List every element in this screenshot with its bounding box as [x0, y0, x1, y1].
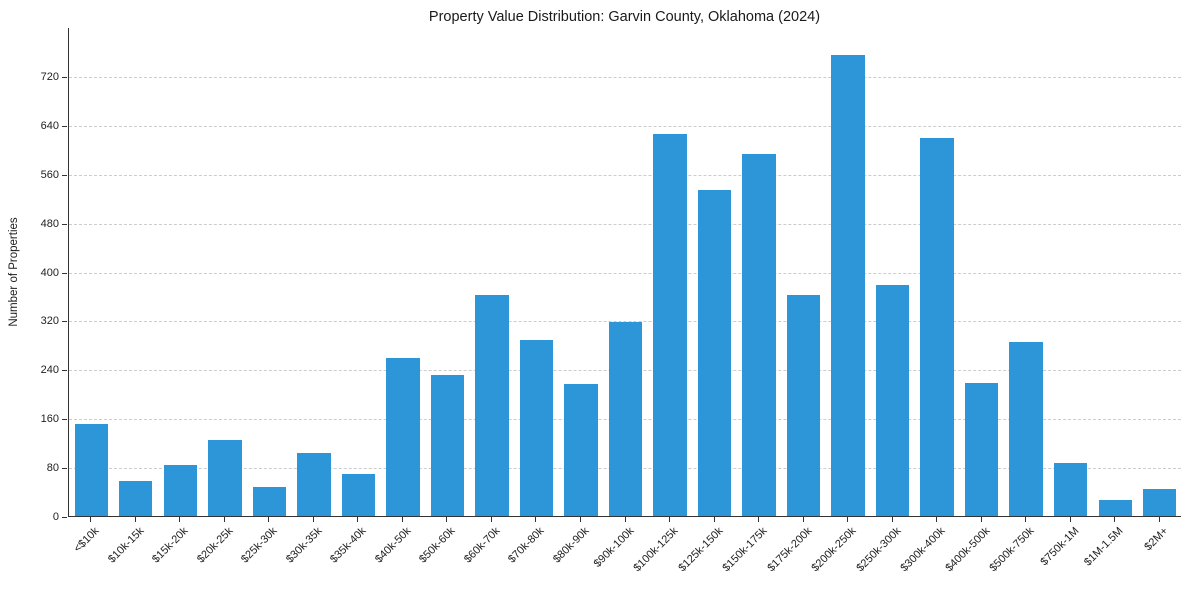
- x-tick-mark: [223, 517, 225, 522]
- x-tick-mark: [758, 517, 760, 522]
- y-tick-label: 80: [46, 462, 59, 475]
- y-tick-mark: [62, 125, 67, 127]
- y-tick-mark: [62, 321, 67, 323]
- x-tick-mark: [1069, 517, 1071, 522]
- y-tick-label: 400: [40, 266, 59, 279]
- bar-$1M-1.5M: [1098, 499, 1132, 516]
- bar-$80k-90k: [564, 383, 598, 516]
- gridline: [69, 321, 1181, 323]
- bar-$100k-125k: [653, 133, 687, 516]
- bar-$150k-175k: [742, 154, 776, 516]
- x-tick-mark: [312, 517, 314, 522]
- y-tick-label: 320: [40, 315, 59, 328]
- y-tick-mark: [62, 174, 67, 176]
- bar-$40k-50k: [386, 358, 420, 516]
- x-tick-mark: [535, 517, 537, 522]
- gridline: [69, 223, 1181, 225]
- x-tick-mark: [1114, 517, 1116, 522]
- chart-title: Property Value Distribution: Garvin Coun…: [428, 9, 821, 25]
- y-tick-mark: [62, 517, 67, 518]
- y-tick-mark: [62, 419, 67, 421]
- plot-area: [68, 28, 1181, 517]
- x-tick-mark: [357, 517, 359, 522]
- bar-$750k-1M: [1054, 463, 1088, 516]
- y-tick-mark: [62, 272, 67, 274]
- x-tick-mark: [847, 517, 849, 522]
- y-tick-label: 640: [40, 119, 59, 132]
- bar-$125k-150k: [697, 190, 732, 516]
- gridline: [69, 125, 1181, 127]
- bar-$90k-100k: [608, 322, 643, 516]
- x-tick-mark: [446, 517, 448, 522]
- x-tick-mark: [179, 517, 181, 522]
- bar-$500k-750k: [1009, 342, 1043, 516]
- bar-$35k-40k: [341, 474, 376, 516]
- x-tick-mark: [401, 517, 403, 522]
- x-tick-mark: [713, 517, 715, 522]
- x-tick-mark: [1025, 517, 1027, 522]
- y-tick-mark: [62, 76, 67, 78]
- bar-$20k-25k: [208, 439, 242, 516]
- x-tick-mark: [579, 517, 581, 522]
- x-tick-mark: [490, 517, 492, 522]
- bar-$50k-60k: [430, 375, 465, 516]
- gridline: [69, 272, 1181, 274]
- y-tick-label: 720: [40, 70, 59, 83]
- bar-$200k-250k: [831, 54, 865, 516]
- bar-$30k-35k: [297, 453, 331, 516]
- gridline: [69, 76, 1181, 78]
- y-tick-mark: [62, 223, 67, 225]
- x-tick-mark: [669, 517, 671, 522]
- gridline: [69, 174, 1181, 176]
- y-tick-label: 480: [40, 217, 59, 230]
- bar-$10k-15k: [119, 481, 153, 516]
- x-tick-mark: [891, 517, 893, 522]
- x-tick-mark: [90, 517, 92, 522]
- bar-$60k-70k: [475, 294, 509, 516]
- x-tick-mark: [134, 517, 136, 522]
- x-tick-mark: [268, 517, 270, 522]
- bar-$15k-20k: [163, 465, 197, 516]
- x-tick-mark: [980, 517, 982, 522]
- bar-$250k-300k: [875, 284, 910, 516]
- bar-$300k-400k: [920, 138, 954, 516]
- bar-$400k-500k: [964, 382, 999, 516]
- y-tick-label: 560: [40, 168, 59, 181]
- y-tick-label: 160: [40, 413, 59, 426]
- x-tick-mark: [802, 517, 804, 522]
- x-tick-mark: [1158, 517, 1160, 522]
- y-tick-label: 240: [40, 364, 59, 377]
- bar-$2M+: [1143, 488, 1177, 516]
- y-tick-mark: [62, 468, 67, 470]
- bar-$25k-30k: [252, 486, 287, 516]
- x-tick-mark: [936, 517, 938, 522]
- bar-$70k-80k: [519, 339, 554, 516]
- y-tick-label: 0: [52, 511, 59, 523]
- x-tick-mark: [624, 517, 626, 522]
- y-tick-mark: [62, 370, 67, 372]
- bar-<$10k: [74, 424, 108, 516]
- bar-$175k-200k: [786, 294, 821, 516]
